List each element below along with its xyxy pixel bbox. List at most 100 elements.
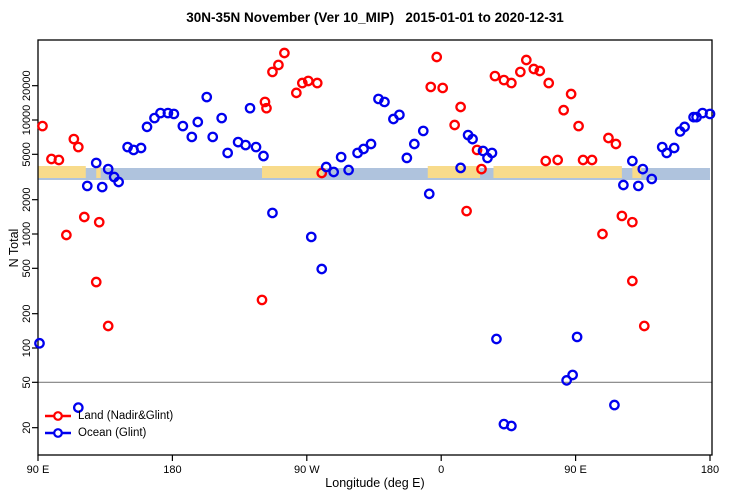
- data-point-land: [296, 77, 308, 89]
- data-point-ocean: [162, 107, 174, 119]
- land-surface-band: [632, 166, 642, 178]
- plot-frame: [37, 39, 713, 456]
- data-point-ocean: [244, 102, 256, 114]
- data-point-ocean: [423, 188, 435, 200]
- data-point-ocean: [335, 151, 347, 163]
- data-point-ocean: [571, 331, 583, 343]
- x-axis-title: Longitude (deg E): [325, 476, 425, 490]
- data-point-land: [53, 154, 65, 166]
- data-point-land: [626, 216, 638, 228]
- data-point-land: [514, 66, 526, 78]
- x-tick-label: 90 E: [27, 464, 50, 476]
- data-point-ocean: [417, 125, 429, 137]
- y-tick-label: 20000: [21, 70, 33, 101]
- data-point-land: [626, 275, 638, 287]
- data-point-ocean: [90, 157, 102, 169]
- data-point-land: [616, 210, 628, 222]
- data-point-ocean: [201, 91, 213, 103]
- data-point-land: [565, 88, 577, 100]
- y-tick-label: 20: [21, 422, 33, 434]
- data-point-land: [90, 276, 102, 288]
- y-tick-label: 100: [21, 339, 33, 357]
- land-surface-band: [493, 166, 622, 178]
- data-point-ocean: [408, 138, 420, 150]
- data-point-land: [259, 96, 271, 108]
- data-point-land: [37, 120, 48, 132]
- data-point-ocean: [679, 121, 690, 133]
- data-point-land: [573, 120, 584, 132]
- land-surface-band: [96, 166, 101, 178]
- data-point-ocean: [192, 116, 204, 128]
- data-point-ocean: [455, 162, 466, 174]
- y-tick-label: 1000: [21, 222, 33, 246]
- data-point-ocean: [365, 138, 377, 150]
- data-point-land: [93, 216, 105, 228]
- data-point-land: [431, 51, 443, 63]
- data-point-ocean: [561, 375, 572, 386]
- data-point-land: [455, 101, 466, 113]
- data-point-ocean: [96, 181, 108, 193]
- data-point-land: [256, 294, 268, 306]
- data-point-ocean: [250, 141, 262, 153]
- data-point-land: [471, 144, 483, 156]
- data-point-ocean: [216, 112, 228, 124]
- data-point-land: [489, 70, 501, 82]
- data-point-ocean: [320, 161, 332, 173]
- data-point-land: [476, 163, 487, 175]
- data-point-ocean: [637, 163, 649, 175]
- data-point-ocean: [401, 152, 413, 164]
- data-point-land: [534, 65, 546, 77]
- y-tick-label: 5000: [21, 142, 33, 166]
- x-tick-label: 90 W: [294, 464, 320, 476]
- data-point-land: [552, 154, 564, 166]
- data-point-land: [61, 229, 72, 241]
- x-tick-label: 0: [438, 464, 444, 476]
- data-point-ocean: [258, 150, 269, 162]
- data-point-land: [586, 154, 598, 166]
- data-point-land: [68, 133, 80, 145]
- data-point-ocean: [467, 133, 478, 145]
- data-point-ocean: [168, 108, 180, 120]
- data-point-land: [425, 81, 437, 93]
- x-tick-label: 180: [701, 464, 719, 476]
- data-point-land: [540, 155, 552, 167]
- y-tick-label: 200: [21, 305, 33, 323]
- data-point-ocean: [328, 166, 340, 178]
- data-point-ocean: [618, 179, 629, 191]
- y-tick-label: 10000: [21, 105, 33, 136]
- data-point-land: [273, 59, 284, 71]
- legend: Land (Nadir&Glint) Ocean (Glint): [44, 407, 173, 441]
- data-point-land: [577, 154, 589, 166]
- data-point-ocean: [343, 164, 354, 176]
- data-point-ocean: [141, 121, 153, 133]
- y-axis-title: N Total: [7, 228, 21, 268]
- data-point-land: [520, 54, 532, 66]
- data-point-ocean: [113, 176, 124, 188]
- data-point-land: [279, 47, 290, 59]
- data-point-land: [290, 87, 302, 99]
- y-tick-label: 500: [21, 259, 33, 277]
- data-point-land: [528, 63, 540, 75]
- data-point-land: [638, 320, 650, 332]
- ocean-series-marker-icon: [45, 427, 71, 438]
- data-point-ocean: [486, 147, 498, 159]
- data-point-ocean: [222, 147, 234, 159]
- data-point-ocean: [240, 139, 251, 151]
- data-point-ocean: [506, 420, 517, 432]
- chart-title: 30N-35N November (Ver 10_MIP) 2015-01-01…: [186, 10, 564, 25]
- y-tick-label: 50: [21, 376, 33, 388]
- data-point-ocean: [207, 131, 219, 143]
- data-point-land: [261, 102, 272, 114]
- data-point-ocean: [394, 109, 405, 121]
- data-point-ocean: [34, 337, 45, 349]
- legend-item-ocean: Ocean (Glint): [44, 424, 173, 441]
- data-point-land: [603, 132, 614, 144]
- data-point-ocean: [632, 180, 644, 192]
- data-point-ocean: [626, 155, 638, 167]
- legend-item-land: Land (Nadir&Glint): [44, 407, 173, 424]
- data-point-ocean: [72, 402, 84, 413]
- data-point-ocean: [102, 163, 114, 175]
- data-point-ocean: [491, 333, 502, 345]
